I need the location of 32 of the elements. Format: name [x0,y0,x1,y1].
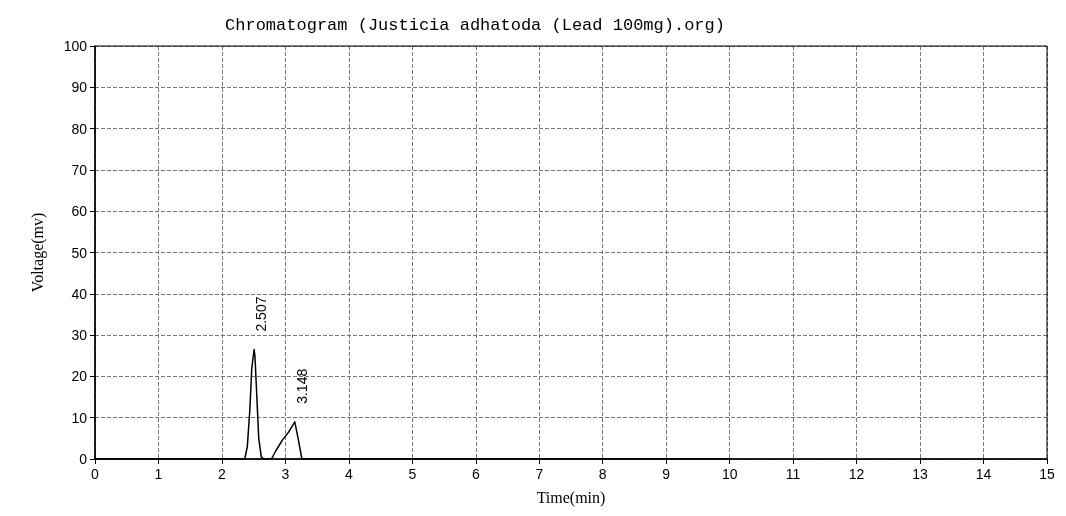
x-tick-label: 6 [471,466,480,482]
y-tick-label: 90 [71,79,88,96]
x-tick-label: 11 [785,466,801,482]
x-tick-label: 13 [912,466,929,482]
x-tick-label: 4 [344,466,353,482]
y-tick-label: 40 [71,285,88,302]
y-tick-label: 100 [63,38,88,54]
y-tick-label: 50 [71,244,88,261]
x-tick-label: 1 [154,466,163,482]
x-tick-label: 14 [975,466,992,482]
y-tick-label: 60 [71,203,88,220]
annotation: 2.507 [253,296,270,332]
y-tick-label: 30 [71,327,88,344]
x-tick-label: 2 [218,466,227,482]
x-tick-label: 12 [848,466,865,482]
x-tick-label: 15 [1039,466,1055,482]
x-axis-title: Time(min) [536,488,606,507]
y-tick-label: 80 [71,120,88,137]
y-tick-label: 70 [71,161,88,178]
x-tick-label: 0 [91,466,100,482]
y-tick-label: 20 [71,368,88,385]
x-tick-label: 3 [281,466,290,482]
y-axis-title: Voltage(mv) [28,212,47,293]
annotation: 3.148 [293,368,310,404]
y-tick-label: 10 [71,409,88,426]
x-tick-label: 9 [662,466,671,482]
x-tick-label: 8 [598,466,607,482]
chart-title: Chromatogram (Justicia adhatoda (Lead 100mg).org) [225,16,725,35]
x-tick-label: 10 [721,466,738,482]
x-tick-label: 7 [535,466,544,482]
y-tick-label: 0 [79,451,88,467]
x-tick-label: 5 [408,466,417,482]
